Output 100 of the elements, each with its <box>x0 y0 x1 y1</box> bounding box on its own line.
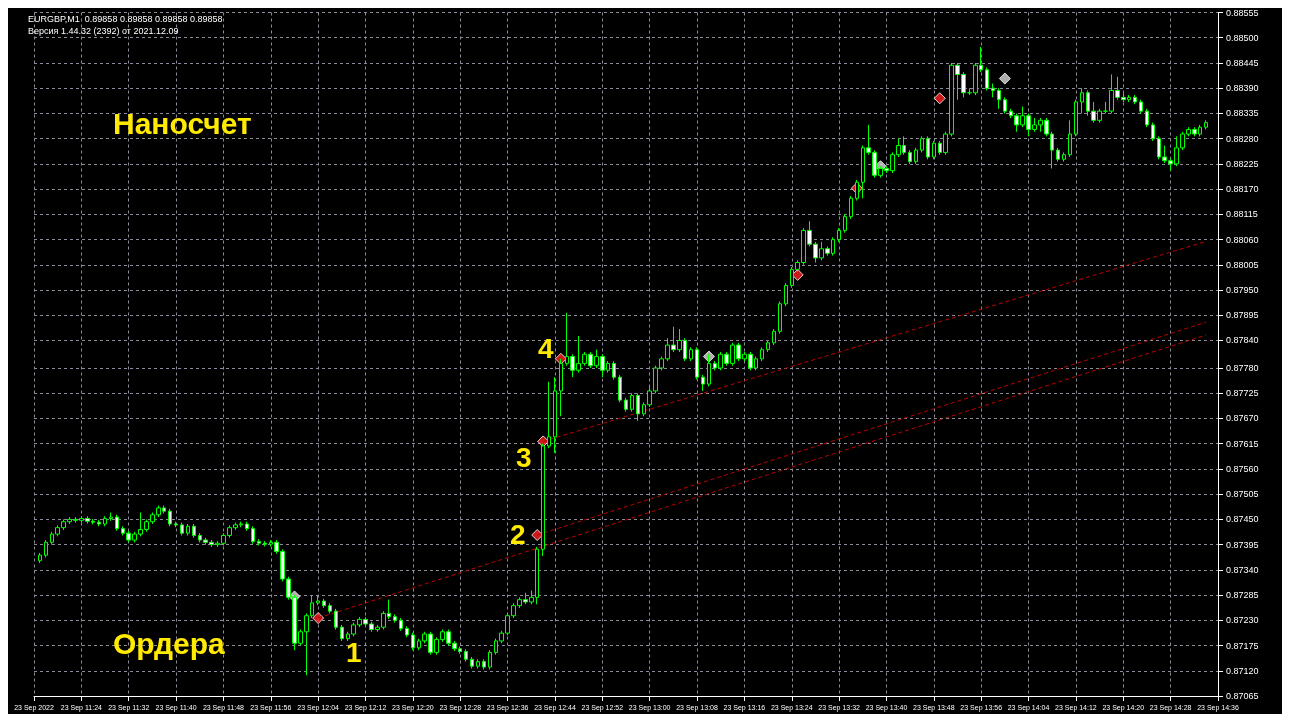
annotation: Версия 1.44.32 (2392) от 2021.12.09 <box>28 25 179 36</box>
candlestick <box>778 301 782 335</box>
candlestick <box>168 508 172 527</box>
candlestick <box>1151 122 1155 142</box>
candlestick <box>766 339 770 353</box>
annotation: 2 <box>510 518 526 550</box>
annotation: 3 <box>516 441 532 473</box>
candlestick <box>624 397 628 413</box>
y-tick-label: 0.88555 <box>1226 7 1259 18</box>
candlestick <box>849 195 853 220</box>
candlestick <box>612 360 616 380</box>
y-tick-label: 0.88500 <box>1226 32 1259 43</box>
candlestick <box>920 135 924 153</box>
candlestick <box>334 608 338 630</box>
candlestick <box>1068 119 1072 158</box>
candlestick <box>180 522 184 536</box>
candlestick <box>174 521 178 528</box>
candlestick <box>843 213 847 234</box>
y-tick-label: 0.87230 <box>1226 615 1259 626</box>
candlestick <box>997 87 1001 110</box>
candlestick <box>340 624 344 642</box>
candlestick <box>1145 108 1149 128</box>
candlestick <box>553 376 557 454</box>
y-tick-label: 0.87505 <box>1226 489 1259 500</box>
candlestick <box>393 613 397 624</box>
candlestick <box>411 632 415 651</box>
candlestick <box>547 381 551 449</box>
y-tick-label: 0.87895 <box>1226 310 1259 321</box>
y-tick-label: 0.88060 <box>1226 234 1259 245</box>
y-tick-label: 0.87285 <box>1226 590 1259 601</box>
annotation: 1 <box>346 636 362 668</box>
y-tick-label: 0.87950 <box>1226 285 1259 296</box>
y-tick-label: 0.87120 <box>1226 665 1259 676</box>
candlestick <box>103 515 107 527</box>
candlestick <box>44 539 48 558</box>
y-tick-label: 0.88115 <box>1226 209 1258 220</box>
candlestick <box>772 328 776 346</box>
candlestick <box>784 282 788 307</box>
candlestick <box>541 443 545 557</box>
candlestick <box>908 149 912 165</box>
point <box>998 72 1011 85</box>
point <box>312 612 325 625</box>
y-tick-label: 0.88225 <box>1226 158 1259 169</box>
candlestick <box>855 179 859 202</box>
candlestick <box>482 658 486 670</box>
annotation: Наносчет <box>113 106 252 140</box>
candlestick <box>322 598 326 609</box>
candlestick <box>932 140 936 160</box>
candlestick <box>245 521 249 532</box>
candlestick <box>1139 99 1143 114</box>
candlestick <box>38 552 42 564</box>
candlestick <box>636 392 640 422</box>
candlestick <box>1062 151 1066 163</box>
y-tick-label: 0.88005 <box>1226 259 1259 270</box>
candlestick <box>991 83 995 98</box>
y-tick-label: 0.87560 <box>1226 463 1259 474</box>
candlestick <box>399 617 403 632</box>
y-tick-label: 0.87670 <box>1226 413 1259 424</box>
candlestick <box>186 523 190 536</box>
candlestick <box>630 392 634 413</box>
candlestick <box>1080 87 1084 114</box>
y-tick-label: 0.87395 <box>1226 539 1259 550</box>
candlestick <box>914 147 918 165</box>
point <box>933 92 946 105</box>
candlestick <box>97 519 101 527</box>
candlestick <box>707 353 711 387</box>
candlestick <box>701 374 705 392</box>
candlestick <box>689 346 693 362</box>
candlestick <box>1056 147 1060 163</box>
candlestick <box>109 512 113 522</box>
candlestick <box>926 135 930 160</box>
candlestick <box>263 540 267 547</box>
candlestick <box>695 346 699 380</box>
candlestick <box>1204 119 1208 130</box>
candlestick <box>470 656 474 669</box>
y-tick-label: 0.87175 <box>1226 640 1259 651</box>
y-tick-label: 0.87725 <box>1226 388 1259 399</box>
candlestick <box>405 625 409 638</box>
y-tick-label: 0.88390 <box>1226 83 1259 94</box>
candlestick <box>1003 96 1007 114</box>
candlestick <box>115 514 119 532</box>
y-tick-label: 0.88280 <box>1226 133 1259 144</box>
candlestick <box>618 374 622 403</box>
y-tick-label: 0.87615 <box>1226 438 1259 449</box>
y-tick-label: 0.88335 <box>1226 108 1259 119</box>
y-tick-label: 0.88170 <box>1226 184 1259 195</box>
candlestick <box>985 67 989 91</box>
candlestick <box>192 523 196 539</box>
candlestick <box>328 602 332 614</box>
candlestick <box>257 538 261 547</box>
y-tick-label: 0.87065 <box>1226 691 1259 701</box>
y-tick-label: 0.88445 <box>1226 57 1259 68</box>
y-tick-label: 0.87340 <box>1226 564 1259 575</box>
candlestick <box>476 658 480 669</box>
candlestick <box>1074 99 1078 137</box>
candlestick <box>760 346 764 362</box>
candlestick <box>251 525 255 545</box>
candlestick <box>1133 94 1137 105</box>
annotation: EURGBP,M1 0.89858 0.89858 0.89858 0.89858 <box>28 13 223 24</box>
candlestick <box>488 649 492 670</box>
